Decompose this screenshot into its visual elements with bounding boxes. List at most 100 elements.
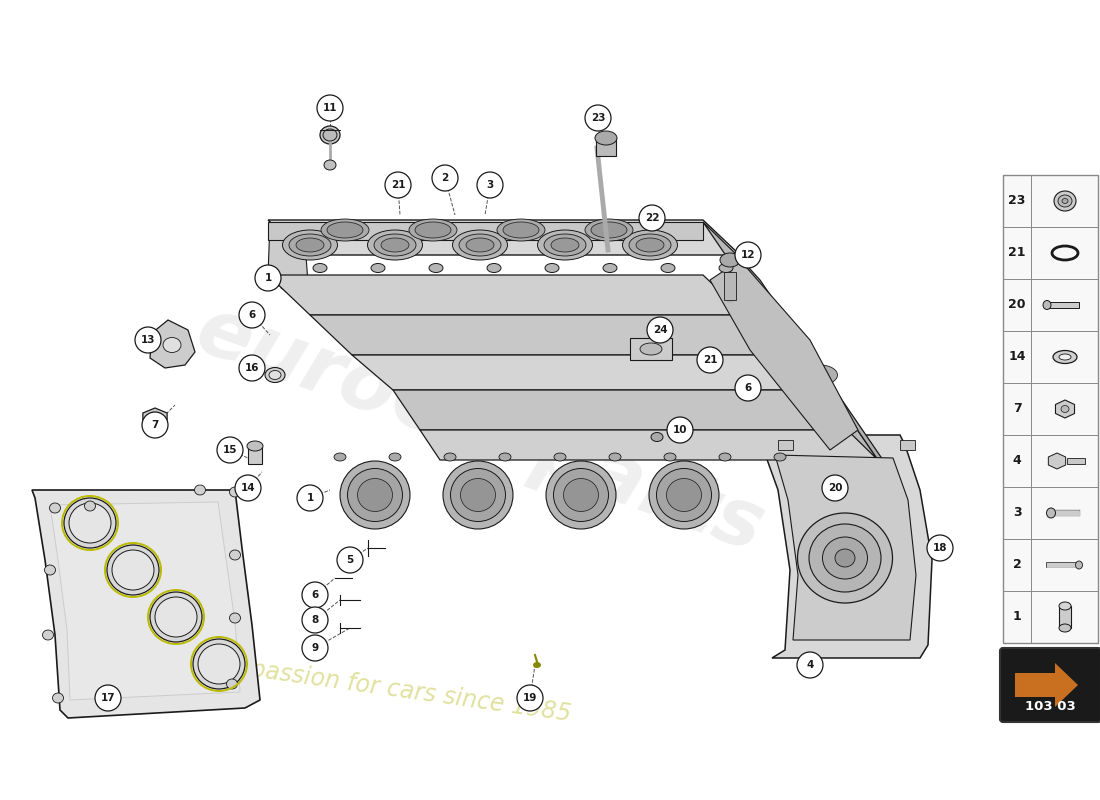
Ellipse shape (1046, 508, 1056, 518)
Bar (630, 338, 672, 360)
Polygon shape (268, 275, 745, 315)
Ellipse shape (534, 662, 541, 668)
Ellipse shape (649, 461, 719, 529)
Ellipse shape (230, 613, 241, 623)
Ellipse shape (150, 592, 202, 642)
Text: 21: 21 (1009, 246, 1025, 259)
Ellipse shape (367, 230, 422, 260)
Circle shape (235, 475, 261, 501)
Ellipse shape (321, 219, 368, 241)
Polygon shape (393, 390, 858, 430)
Bar (778, 440, 793, 450)
Text: 14: 14 (241, 483, 255, 493)
Ellipse shape (270, 370, 280, 379)
Text: 2: 2 (441, 173, 449, 183)
Polygon shape (1015, 663, 1078, 707)
Ellipse shape (499, 453, 512, 461)
Ellipse shape (248, 441, 263, 451)
Ellipse shape (348, 469, 403, 522)
Text: 1: 1 (307, 493, 314, 503)
Text: 16: 16 (244, 363, 260, 373)
Text: 3: 3 (1013, 506, 1021, 519)
Ellipse shape (358, 478, 393, 511)
Ellipse shape (664, 453, 676, 461)
Ellipse shape (429, 263, 443, 273)
Ellipse shape (112, 550, 154, 590)
Ellipse shape (324, 160, 336, 170)
Circle shape (317, 95, 343, 121)
Polygon shape (710, 260, 858, 450)
Polygon shape (268, 222, 703, 240)
Ellipse shape (657, 469, 712, 522)
Text: 1: 1 (1013, 610, 1022, 623)
Circle shape (239, 355, 265, 381)
Text: 7: 7 (1013, 402, 1022, 415)
Ellipse shape (554, 453, 566, 461)
Polygon shape (1048, 453, 1066, 469)
Ellipse shape (808, 524, 881, 592)
Bar (248, 446, 262, 464)
Ellipse shape (591, 222, 627, 238)
Circle shape (217, 437, 243, 463)
Polygon shape (150, 320, 195, 368)
Ellipse shape (43, 630, 54, 640)
Text: 14: 14 (1009, 350, 1025, 363)
Ellipse shape (667, 478, 702, 511)
Polygon shape (268, 220, 740, 255)
Polygon shape (703, 222, 878, 460)
Text: 8: 8 (311, 615, 319, 625)
Bar (1003, 175, 1098, 643)
Polygon shape (740, 258, 898, 482)
Text: 23: 23 (591, 113, 605, 123)
Ellipse shape (1059, 354, 1071, 360)
Ellipse shape (192, 639, 245, 689)
Ellipse shape (296, 238, 324, 252)
Text: 20: 20 (827, 483, 843, 493)
Circle shape (927, 535, 953, 561)
Ellipse shape (629, 234, 671, 256)
Text: 22: 22 (645, 213, 659, 223)
Ellipse shape (503, 222, 539, 238)
Circle shape (135, 327, 161, 353)
FancyBboxPatch shape (1000, 648, 1100, 722)
Circle shape (95, 685, 121, 711)
Ellipse shape (323, 129, 337, 141)
Text: 17: 17 (101, 693, 116, 703)
Ellipse shape (69, 503, 111, 543)
Ellipse shape (609, 453, 622, 461)
Polygon shape (420, 430, 878, 460)
Text: 21: 21 (390, 180, 405, 190)
Ellipse shape (461, 478, 495, 511)
Polygon shape (310, 315, 786, 355)
Circle shape (735, 375, 761, 401)
Ellipse shape (1043, 301, 1050, 310)
Ellipse shape (719, 453, 732, 461)
Ellipse shape (585, 219, 632, 241)
Text: 10: 10 (673, 425, 688, 435)
Ellipse shape (85, 501, 96, 511)
Polygon shape (143, 408, 167, 428)
Circle shape (697, 347, 723, 373)
Ellipse shape (409, 219, 456, 241)
Bar (1067, 458, 1085, 464)
Circle shape (302, 582, 328, 608)
Ellipse shape (340, 461, 410, 529)
Text: 18: 18 (933, 543, 947, 553)
Ellipse shape (459, 234, 500, 256)
Ellipse shape (265, 367, 285, 382)
Circle shape (255, 265, 280, 291)
Ellipse shape (230, 550, 241, 560)
Text: euroCarparts: euroCarparts (186, 291, 774, 569)
Ellipse shape (544, 263, 559, 273)
Ellipse shape (719, 263, 733, 273)
Text: 11: 11 (322, 103, 338, 113)
Circle shape (432, 165, 458, 191)
Ellipse shape (595, 131, 617, 145)
Ellipse shape (451, 469, 506, 522)
Circle shape (639, 205, 665, 231)
Text: 15: 15 (222, 445, 238, 455)
Ellipse shape (546, 461, 616, 529)
Circle shape (585, 105, 611, 131)
Ellipse shape (381, 238, 409, 252)
Circle shape (647, 317, 673, 343)
